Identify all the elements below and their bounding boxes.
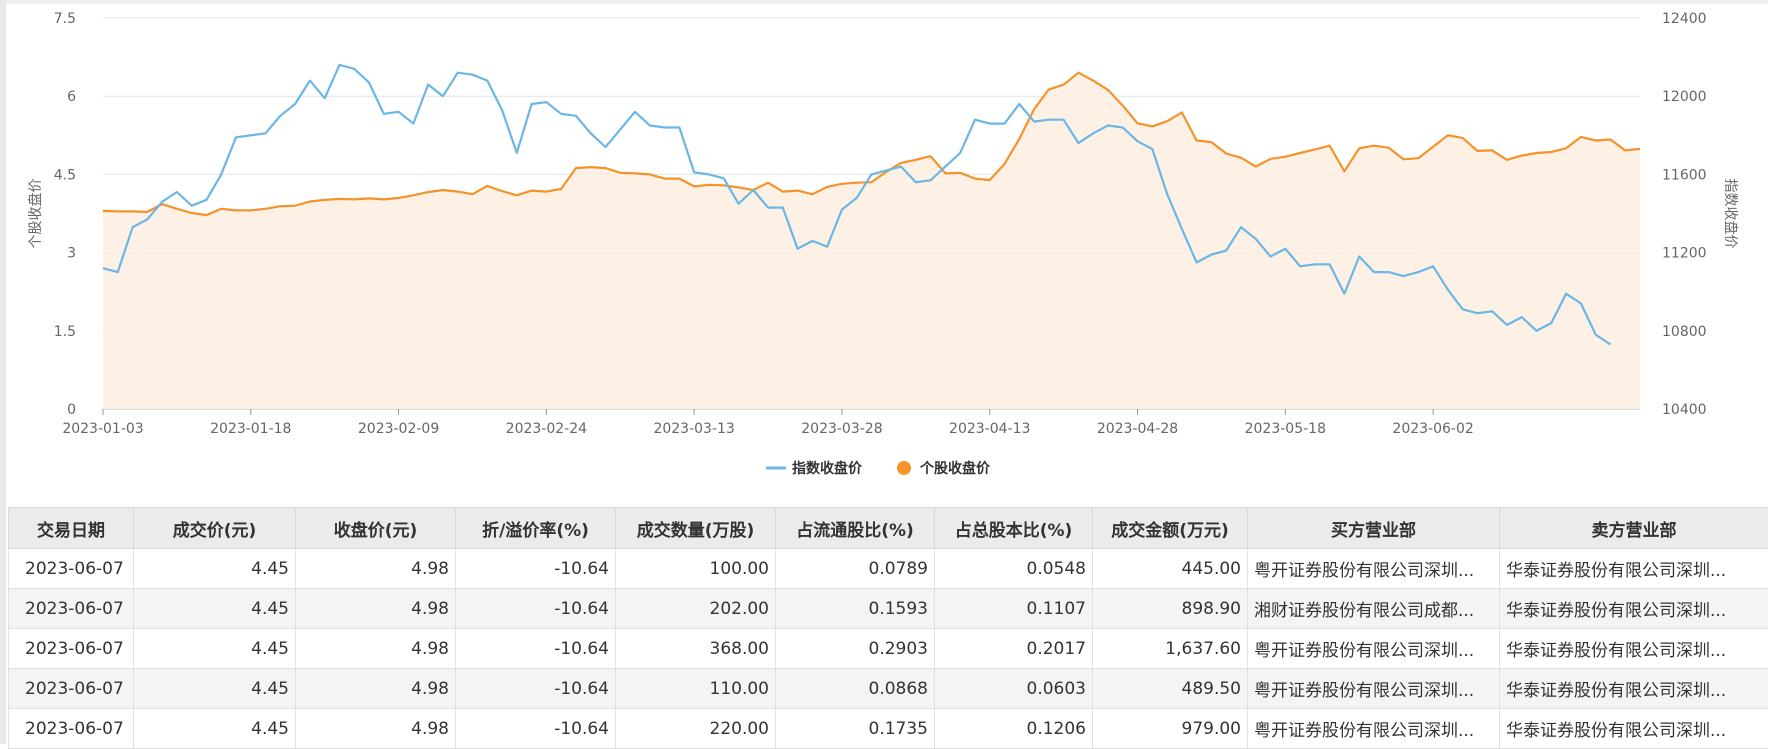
- stock-area-fill: [103, 73, 1640, 409]
- total-ratio-cell: 0.1206: [935, 709, 1093, 749]
- x-tick-label: 2023-02-09: [358, 421, 439, 437]
- left-tick-label: 3: [67, 246, 76, 262]
- header-volume[interactable]: 成交数量(万股): [616, 508, 776, 549]
- left-tick-label: 6: [67, 89, 76, 105]
- x-tick-label: 2023-06-02: [1392, 421, 1473, 437]
- header-seller[interactable]: 卖方营业部: [1500, 508, 1768, 549]
- seller-cell: 华泰证券股份有限公司深圳...: [1500, 669, 1768, 709]
- amount-cell: 979.00: [1093, 709, 1248, 749]
- x-tick-label: 2023-05-18: [1245, 421, 1326, 437]
- right-axis-title: 指数收盘价: [1722, 179, 1739, 249]
- trade-date-cell: 2023-06-07: [9, 589, 134, 629]
- left-tick-label: 4.5: [54, 167, 76, 183]
- legend-stock-label: 个股收盘价: [919, 460, 991, 477]
- block-trade-table: 交易日期 成交价(元) 收盘价(元) 折/溢价率(%) 成交数量(万股) 占流通…: [8, 507, 1768, 749]
- x-tick-label: 2023-03-13: [653, 421, 734, 437]
- close-price-cell: 4.98: [296, 669, 456, 709]
- header-close-price[interactable]: 收盘价(元): [296, 508, 456, 549]
- premium-rate-cell: -10.64: [456, 549, 616, 589]
- seller-cell: 华泰证券股份有限公司深圳...: [1500, 629, 1768, 669]
- header-deal-price[interactable]: 成交价(元): [134, 508, 296, 549]
- close-price-cell: 4.98: [296, 589, 456, 629]
- buyer-cell: 粤开证券股份有限公司深圳...: [1248, 669, 1500, 709]
- header-float-ratio[interactable]: 占流通股比(%): [776, 508, 935, 549]
- close-price-cell: 4.98: [296, 709, 456, 749]
- volume-cell: 110.00: [616, 669, 776, 709]
- volume-cell: 100.00: [616, 549, 776, 589]
- total-ratio-cell: 0.1107: [935, 589, 1093, 629]
- right-tick-label: 10800: [1662, 324, 1707, 340]
- legend-circle-icon: [897, 461, 911, 475]
- deal-price-cell: 4.45: [134, 629, 296, 669]
- total-ratio-cell: 0.2017: [935, 629, 1093, 669]
- deal-price-cell: 4.45: [134, 589, 296, 629]
- float-ratio-cell: 0.0868: [776, 669, 935, 709]
- header-trade-date[interactable]: 交易日期: [9, 508, 134, 549]
- buyer-cell: 粤开证券股份有限公司深圳...: [1248, 549, 1500, 589]
- premium-rate-cell: -10.64: [456, 669, 616, 709]
- seller-cell: 华泰证券股份有限公司深圳...: [1500, 589, 1768, 629]
- total-ratio-cell: 0.0548: [935, 549, 1093, 589]
- x-tick-label: 2023-04-13: [949, 421, 1030, 437]
- premium-rate-cell: -10.64: [456, 629, 616, 669]
- header-total-ratio[interactable]: 占总股本比(%): [935, 508, 1093, 549]
- table-header-row: 交易日期 成交价(元) 收盘价(元) 折/溢价率(%) 成交数量(万股) 占流通…: [9, 508, 1768, 549]
- header-amount[interactable]: 成交金额(万元): [1093, 508, 1248, 549]
- amount-cell: 489.50: [1093, 669, 1248, 709]
- price-chart: 0 1.5 3 4.5 6 7.5 10400 10800 11200 11600 12000 124…: [0, 0, 1768, 500]
- premium-rate-cell: -10.64: [456, 589, 616, 629]
- volume-cell: 220.00: [616, 709, 776, 749]
- x-tick-label: 2023-03-28: [801, 421, 882, 437]
- close-price-cell: 4.98: [296, 549, 456, 589]
- float-ratio-cell: 0.0789: [776, 549, 935, 589]
- trade-date-cell: 2023-06-07: [9, 709, 134, 749]
- float-ratio-cell: 0.1593: [776, 589, 935, 629]
- left-tick-label: 0: [67, 402, 76, 418]
- left-axis-title: 个股收盘价: [27, 179, 44, 249]
- x-tick-label: 2023-01-03: [62, 421, 143, 437]
- close-price-cell: 4.98: [296, 629, 456, 669]
- volume-cell: 368.00: [616, 629, 776, 669]
- trade-date-cell: 2023-06-07: [9, 549, 134, 589]
- left-tick-label: 1.5: [54, 324, 76, 340]
- legend-index-label: 指数收盘价: [792, 460, 863, 477]
- deal-price-cell: 4.45: [134, 709, 296, 749]
- amount-cell: 1,637.60: [1093, 629, 1248, 669]
- right-tick-label: 11200: [1662, 246, 1707, 262]
- seller-cell: 华泰证券股份有限公司深圳...: [1500, 549, 1768, 589]
- x-tick-label: 2023-04-28: [1097, 421, 1178, 437]
- seller-cell: 华泰证券股份有限公司深圳...: [1500, 709, 1768, 749]
- buyer-cell: 湘财证券股份有限公司成都...: [1248, 589, 1500, 629]
- right-tick-label: 12000: [1662, 89, 1707, 105]
- right-tick-label: 10400: [1662, 402, 1707, 418]
- float-ratio-cell: 0.1735: [776, 709, 935, 749]
- x-tick-label: 2023-02-24: [506, 421, 587, 437]
- right-tick-label: 11600: [1662, 167, 1707, 183]
- trade-date-cell: 2023-06-07: [9, 629, 134, 669]
- float-ratio-cell: 0.2903: [776, 629, 935, 669]
- trade-date-cell: 2023-06-07: [9, 669, 134, 709]
- header-buyer[interactable]: 买方营业部: [1248, 508, 1500, 549]
- premium-rate-cell: -10.64: [456, 709, 616, 749]
- amount-cell: 898.90: [1093, 589, 1248, 629]
- deal-price-cell: 4.45: [134, 669, 296, 709]
- volume-cell: 202.00: [616, 589, 776, 629]
- buyer-cell: 粤开证券股份有限公司深圳...: [1248, 709, 1500, 749]
- x-tick-label: 2023-01-18: [210, 421, 291, 437]
- total-ratio-cell: 0.0603: [935, 669, 1093, 709]
- deal-price-cell: 4.45: [134, 549, 296, 589]
- left-tick-label: 7.5: [54, 11, 76, 27]
- buyer-cell: 粤开证券股份有限公司深圳...: [1248, 629, 1500, 669]
- header-premium-rate[interactable]: 折/溢价率(%): [456, 508, 616, 549]
- amount-cell: 445.00: [1093, 549, 1248, 589]
- right-tick-label: 12400: [1662, 11, 1707, 27]
